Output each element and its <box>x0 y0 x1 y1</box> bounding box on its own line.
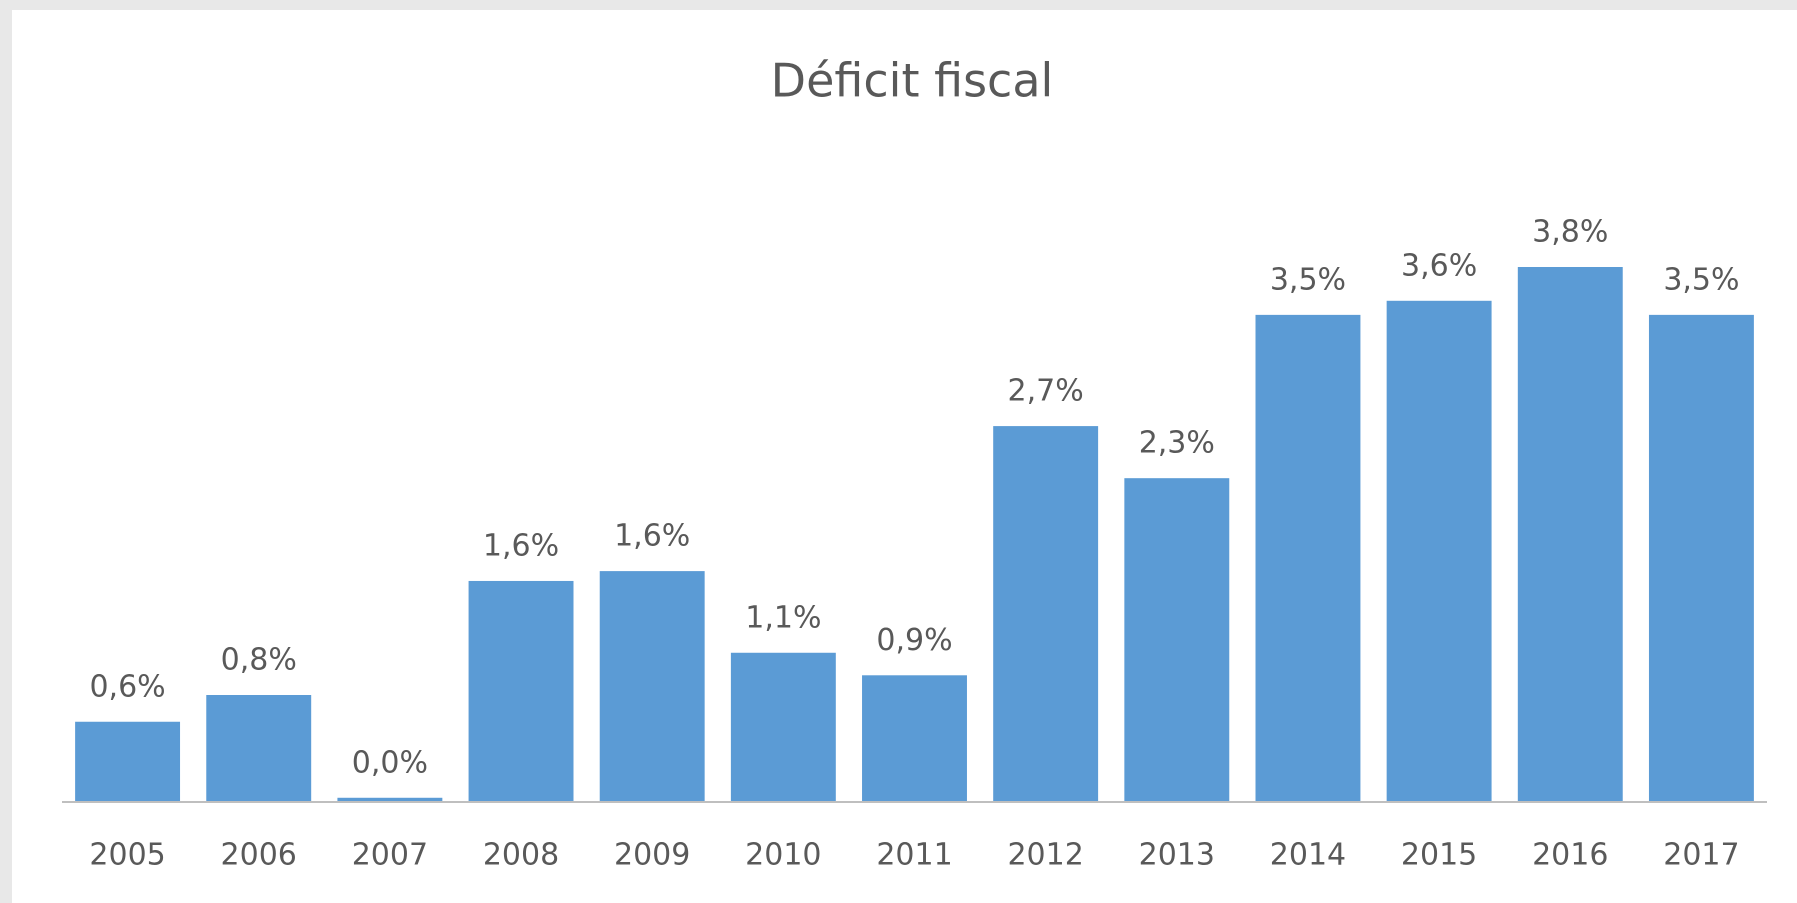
chart-title: Déficit fiscal <box>771 54 1054 108</box>
x-tick-label: 2005 <box>89 838 165 873</box>
value-label: 3,5% <box>1270 262 1346 297</box>
x-tick-label: 2012 <box>1007 838 1083 873</box>
bar <box>993 426 1099 802</box>
bar <box>1517 267 1623 802</box>
x-tick-label: 2006 <box>221 838 297 873</box>
bar <box>599 571 705 802</box>
value-label: 2,7% <box>1008 374 1084 409</box>
x-tick-label: 2009 <box>614 838 690 873</box>
x-tick-label: 2007 <box>352 838 428 873</box>
value-label: 2,3% <box>1139 426 1215 461</box>
bar <box>468 580 574 802</box>
bar <box>75 721 181 802</box>
value-label: 3,8% <box>1532 215 1608 250</box>
value-label: 0,6% <box>89 669 165 704</box>
value-label: 1,1% <box>745 600 821 635</box>
bar <box>337 797 443 802</box>
x-tick-label: 2010 <box>745 838 821 873</box>
value-label: 0,8% <box>221 643 297 678</box>
value-label: 3,5% <box>1663 262 1739 297</box>
x-tick-label: 2016 <box>1532 838 1608 873</box>
x-tick-label: 2015 <box>1401 838 1477 873</box>
bar <box>1386 300 1492 802</box>
value-label: 3,6% <box>1401 248 1477 283</box>
bar <box>1648 314 1754 802</box>
value-label: 1,6% <box>614 519 690 554</box>
x-tick-label: 2008 <box>483 838 559 873</box>
x-tick-label: 2011 <box>876 838 952 873</box>
value-label: 0,9% <box>876 623 952 658</box>
x-tick-label: 2014 <box>1270 838 1346 873</box>
bar <box>1255 314 1361 802</box>
value-label: 1,6% <box>483 528 559 563</box>
x-tick-label: 2013 <box>1139 838 1215 873</box>
bar <box>1124 478 1230 802</box>
x-tick-label: 2017 <box>1663 838 1739 873</box>
bar <box>862 675 967 802</box>
bar <box>206 695 312 802</box>
value-label: 0,0% <box>352 745 428 780</box>
bar <box>730 652 836 802</box>
